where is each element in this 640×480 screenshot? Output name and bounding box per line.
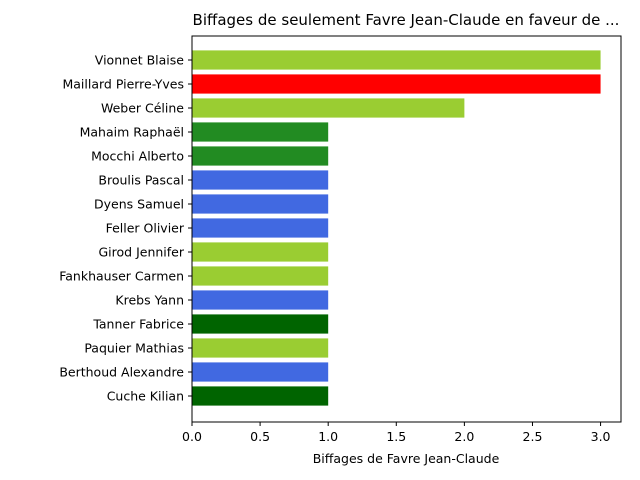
- category-label: Girod Jennifer: [98, 245, 184, 260]
- category-label: Cuche Kilian: [107, 389, 184, 404]
- category-label: Dyens Samuel: [94, 197, 184, 212]
- bar: [192, 146, 329, 166]
- chart-title: Biffages de seulement Favre Jean-Claude …: [193, 11, 620, 29]
- category-label: Paquier Mathias: [84, 341, 184, 356]
- x-tick-label: 2.5: [523, 429, 543, 444]
- x-tick-label: 0.0: [182, 429, 202, 444]
- category-label: Mahaim Raphaël: [80, 125, 184, 140]
- category-label: Feller Olivier: [106, 221, 185, 236]
- bar: [192, 266, 329, 286]
- bar: [192, 362, 329, 382]
- bar: [192, 218, 329, 238]
- bar: [192, 290, 329, 310]
- category-label: Berthoud Alexandre: [59, 365, 184, 380]
- bar: [192, 386, 329, 406]
- category-labels: Vionnet Blaise Maillard Pierre-Yves Weber …: [59, 53, 192, 404]
- bar: [192, 74, 601, 94]
- bar: [192, 338, 329, 358]
- category-label: Broulis Pascal: [98, 173, 184, 188]
- bar: [192, 242, 329, 262]
- bar: [192, 98, 465, 118]
- bar: [192, 194, 329, 214]
- x-tick-label: 1.5: [386, 429, 406, 444]
- x-axis-label: Biffages de Favre Jean-Claude: [313, 451, 500, 466]
- x-tick-label: 0.5: [250, 429, 270, 444]
- category-label: Tanner Fabrice: [92, 317, 184, 332]
- category-label: Mocchi Alberto: [91, 149, 184, 164]
- category-label: Weber Céline: [101, 101, 184, 116]
- bar: [192, 50, 601, 70]
- x-tick-label: 1.0: [318, 429, 338, 444]
- bars-group: [192, 50, 601, 406]
- category-label: Fankhauser Carmen: [59, 269, 184, 284]
- category-label: Maillard Pierre-Yves: [62, 77, 184, 92]
- x-tick-label: 3.0: [591, 429, 611, 444]
- plot-frame: [191, 35, 622, 423]
- bar: [192, 314, 329, 334]
- x-tick-label: 2.0: [454, 429, 474, 444]
- category-label: Vionnet Blaise: [95, 53, 185, 68]
- x-axis-ticks: 0.0 0.5 1.0 1.5 2.0 2.5 3.0: [182, 422, 611, 444]
- bar: [192, 122, 329, 142]
- category-label: Krebs Yann: [115, 293, 184, 308]
- bar: [192, 170, 329, 190]
